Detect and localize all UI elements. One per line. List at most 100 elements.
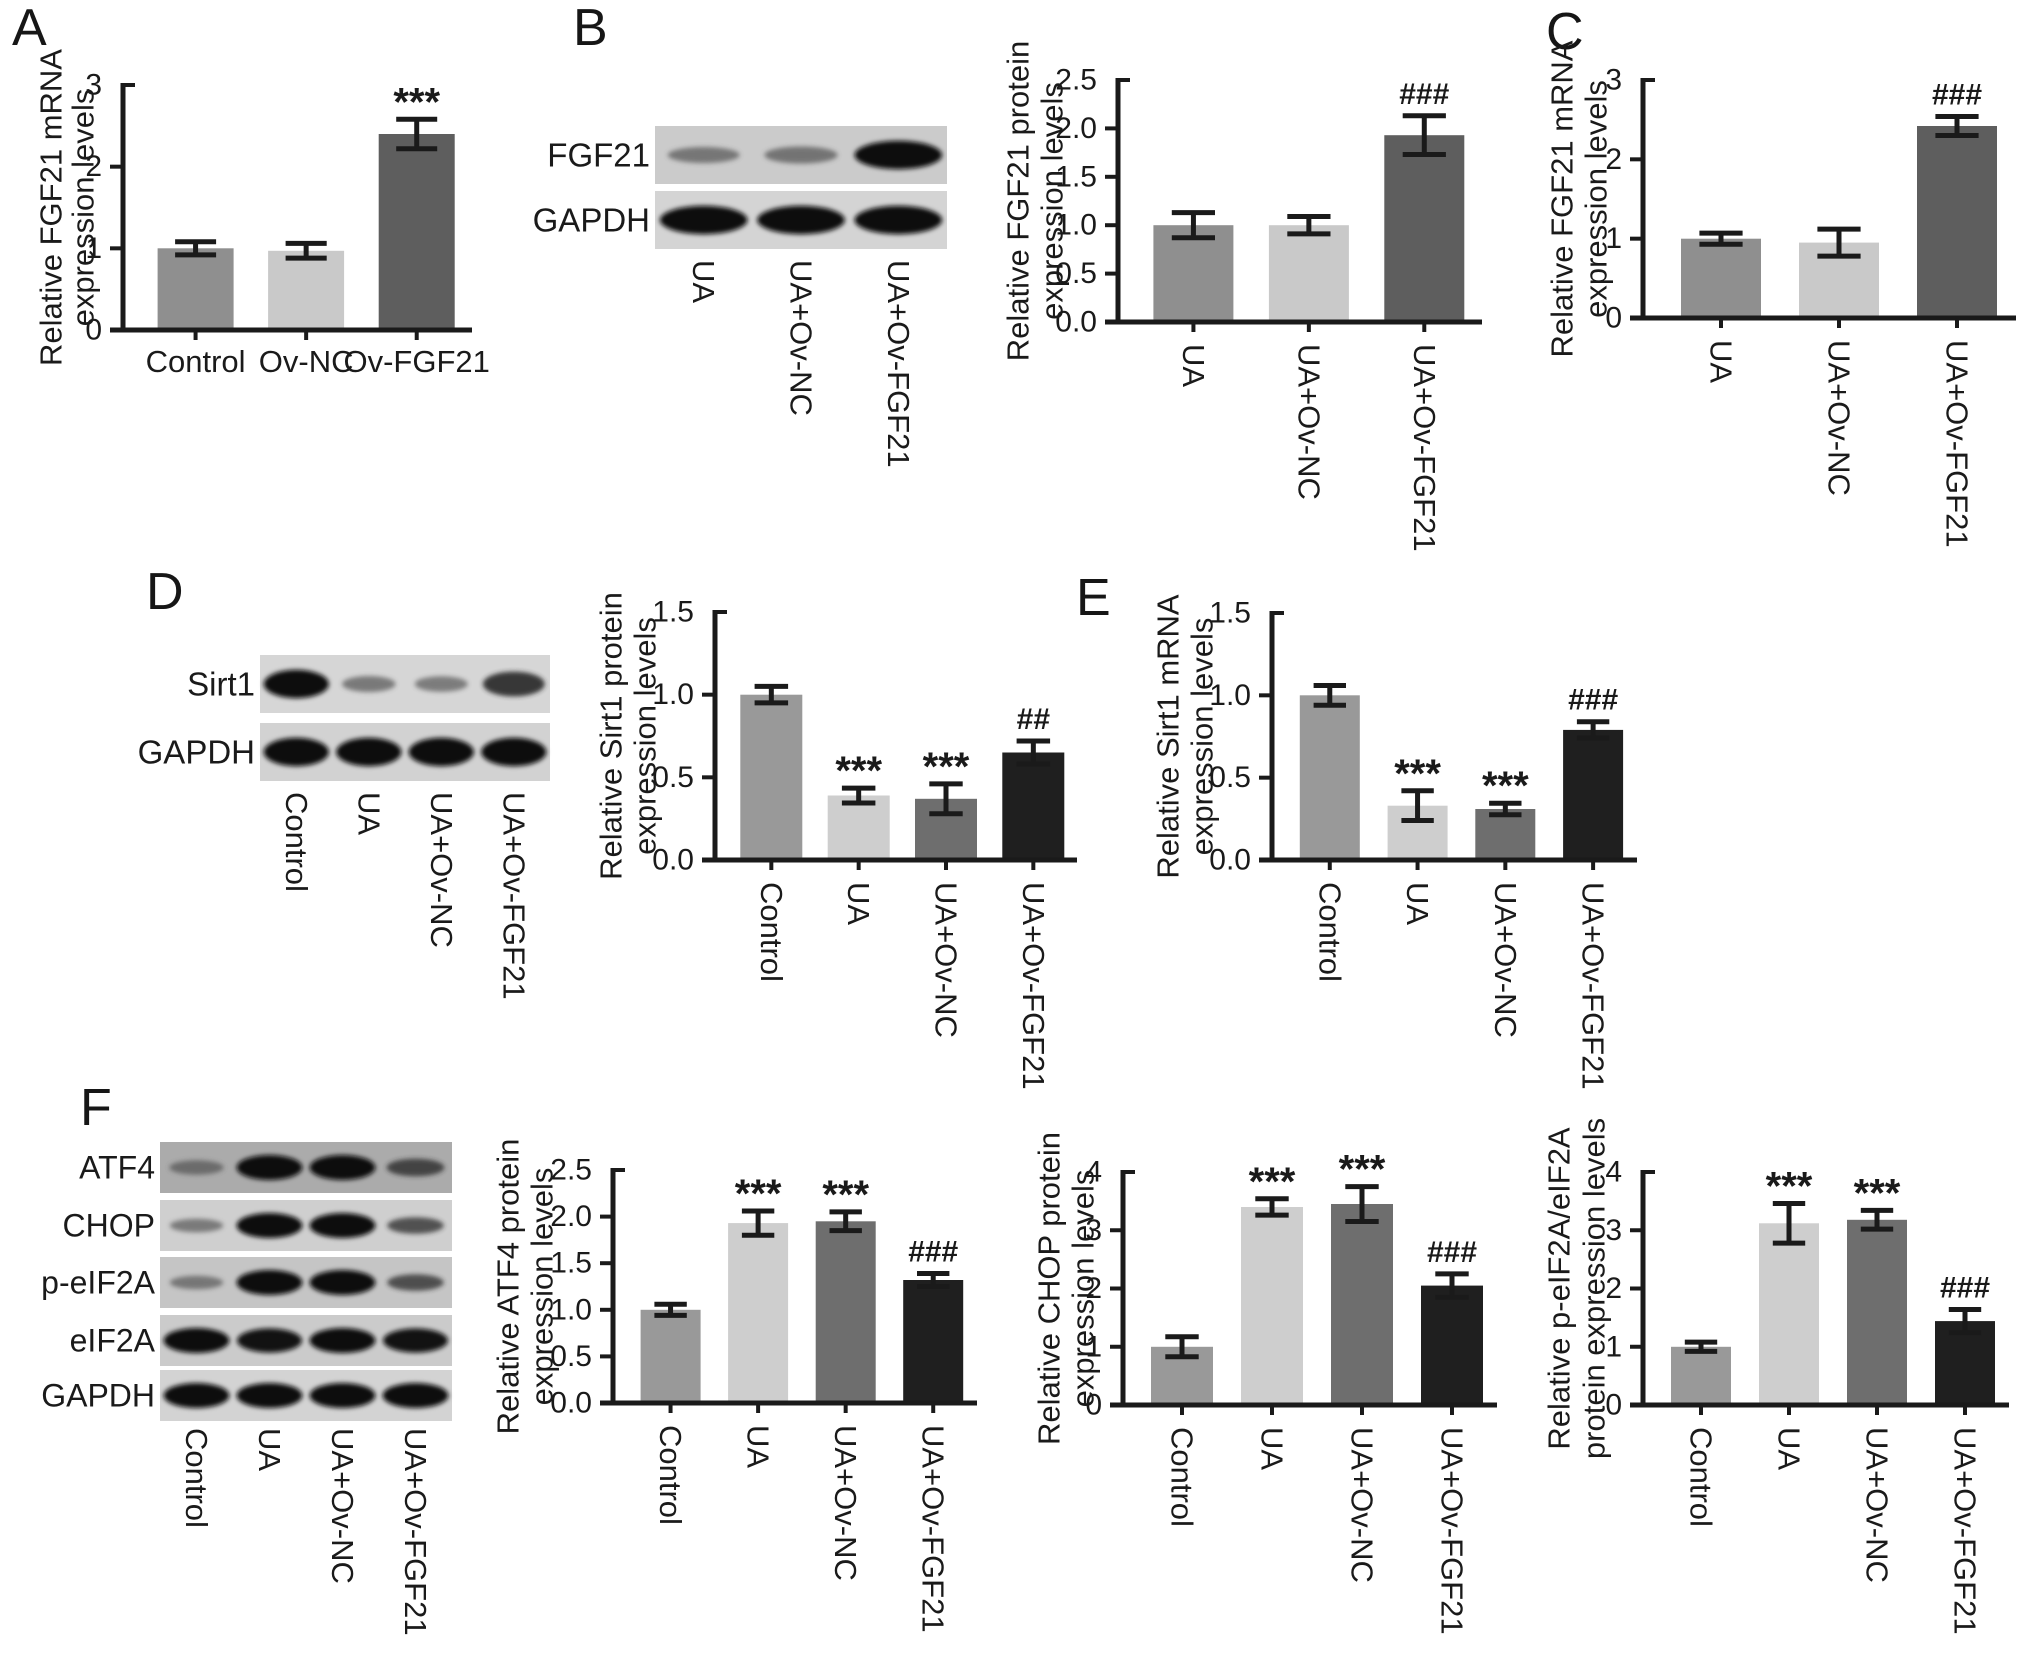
bar-Ov-NC: [268, 250, 345, 330]
error-bar: [917, 1271, 950, 1289]
bar-Control: [157, 248, 234, 330]
protein-band: [163, 1383, 230, 1408]
error-bar: [829, 1209, 862, 1234]
bar-UA+Ov-NC: [1847, 1219, 1907, 1405]
protein-band: [481, 737, 547, 767]
y-tick-label: 1.5: [550, 1247, 592, 1280]
y-tick-label: 0.0: [1209, 844, 1251, 877]
panel-e-bar-chart: Relative Sirt1 mRNA expression levels 0.0 0…: [1151, 594, 1655, 1100]
protein-band: [659, 205, 748, 235]
x-category-label: UA+Ov-FGF21: [1016, 882, 1051, 1090]
y-tick-label: 0.5: [550, 1340, 592, 1373]
bar-chart-svg: Relative Sirt1 protein expression levels0…: [594, 592, 1077, 1090]
bar-UA: [1759, 1223, 1819, 1405]
x-category-label: Ov-NC: [259, 344, 354, 379]
x-category-label: UA+Ov-FGF21: [1407, 344, 1442, 552]
panel-label-a: A: [12, 0, 47, 57]
protein-band: [236, 1383, 303, 1408]
y-tick-label: 1: [1605, 222, 1622, 255]
x-category-label: Control: [653, 1425, 688, 1525]
protein-band: [309, 1328, 376, 1353]
bar-UA+Ov-FGF21: [1421, 1285, 1483, 1405]
error-bar: [1401, 788, 1434, 823]
protein-band: [414, 676, 468, 692]
significance-label: ***: [1394, 752, 1441, 796]
significance-label: ***: [735, 1172, 782, 1216]
bar-UA: [728, 1223, 789, 1403]
y-tick-label: 0.0: [550, 1387, 592, 1420]
protein-band: [169, 1275, 224, 1290]
protein-band: [386, 1158, 445, 1177]
blot-lane-label: UA+Ov-NC: [784, 260, 819, 416]
y-tick-label: 2: [1605, 1272, 1622, 1305]
western-blot-svg: ATF4 CHOP p-eIF2A eIF2A GAPDH Control UA UA+Ov-…: [41, 1142, 452, 1636]
y-axis-title-line2: expression levels: [1579, 80, 1614, 318]
error-bar: [1165, 1334, 1199, 1360]
blot-lane-label: UA+Ov-NC: [424, 792, 459, 948]
blot-lane-label: UA: [351, 792, 386, 835]
protein-band: [382, 1383, 449, 1408]
protein-band: [387, 1217, 444, 1234]
blot-row-label: CHOP: [63, 1208, 155, 1244]
x-category-label: UA+Ov-FGF21: [1940, 340, 1975, 548]
bar-UA+Ov-NC: [1331, 1204, 1393, 1405]
bar-UA+Ov-FGF21: [903, 1280, 964, 1403]
panel-a-bar-chart: Relative FGF21 mRNA expression levels 0 1 2 3…: [34, 49, 510, 420]
bar-UA+Ov-NC: [815, 1221, 876, 1403]
protein-band: [163, 1328, 230, 1353]
x-category-label: UA: [1255, 1427, 1290, 1470]
protein-band: [263, 669, 329, 699]
bar-Control: [740, 694, 803, 860]
error-bar: [741, 1208, 775, 1238]
bar-UA: [1241, 1207, 1303, 1405]
blot-row-label: FGF21: [547, 137, 650, 174]
y-tick-label: 1: [1605, 1330, 1622, 1363]
error-bar: [1489, 800, 1522, 818]
y-tick-label: 3: [1605, 64, 1622, 97]
bar-UA: [1681, 238, 1761, 318]
bar-UA: [827, 795, 890, 860]
x-category-label: Ov-FGF21: [344, 344, 490, 379]
error-bar: [1287, 214, 1331, 237]
blot-lane-label: UA: [252, 1428, 287, 1471]
significance-label: ***: [1766, 1165, 1813, 1209]
protein-band: [263, 737, 329, 767]
panel-label-b: B: [573, 0, 608, 57]
y-axis-title-line2: expression levels: [525, 1168, 560, 1406]
significance-label: ###: [1932, 79, 1982, 112]
protein-band: [309, 1383, 376, 1408]
y-axis-title-line1: Relative FGF21 mRNA: [34, 49, 69, 366]
error-bar: [1699, 230, 1743, 247]
panel-f-peif2a-bar-chart: Relative p-eIF2A/eIF2A protein expression…: [1542, 1118, 2032, 1675]
x-category-label: UA: [1704, 340, 1739, 383]
error-bar: [1772, 1201, 1806, 1246]
bar-UA+Ov-FGF21: [1917, 126, 1997, 318]
significance-label: ***: [1249, 1160, 1296, 1204]
panel-label-f: F: [80, 1079, 112, 1137]
bar-UA+Ov-NC: [1475, 809, 1536, 860]
bar-UA+Ov-NC: [1268, 225, 1349, 322]
x-category-label: UA+Ov-FGF21: [1435, 1427, 1470, 1635]
protein-band: [237, 1328, 302, 1353]
y-axis-title-line1: Relative Sirt1 mRNA: [1151, 594, 1186, 879]
y-axis-title-line1: Relative ATF4 protein: [491, 1139, 526, 1435]
protein-band: [309, 1270, 376, 1295]
y-axis-title-line1: Relative Sirt1 protein: [594, 592, 629, 880]
blot-row-label: p-eIF2A: [41, 1265, 155, 1301]
panel-b-bar-chart: Relative FGF21 protein expression levels 0…: [1000, 41, 1505, 552]
panel-label-c: C: [1546, 3, 1584, 61]
error-bar: [1948, 1307, 1982, 1336]
x-category-label: UA+Ov-NC: [1291, 344, 1326, 500]
error-bar: [1016, 738, 1051, 767]
protein-band: [764, 146, 838, 164]
y-tick-label: 1.5: [1055, 160, 1097, 193]
error-bar: [1684, 1339, 1718, 1354]
protein-band: [236, 1155, 303, 1180]
x-category-label: Control: [1165, 1427, 1200, 1527]
y-tick-label: 0: [1605, 302, 1622, 335]
y-tick-label: 0: [85, 314, 102, 347]
y-tick-label: 2: [1605, 143, 1622, 176]
y-tick-label: 0.0: [1055, 306, 1097, 339]
error-bar: [929, 781, 963, 817]
protein-band: [342, 676, 396, 692]
